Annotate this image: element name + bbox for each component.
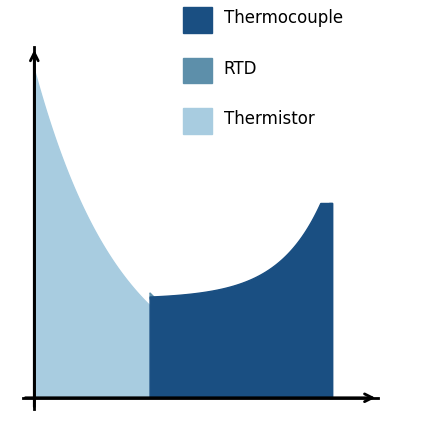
Text: Thermistor: Thermistor xyxy=(224,110,314,128)
Bar xyxy=(183,7,212,32)
Text: RTD: RTD xyxy=(224,60,257,78)
Bar xyxy=(183,58,212,83)
Text: Thermocouple: Thermocouple xyxy=(224,9,343,27)
Bar xyxy=(183,108,212,134)
